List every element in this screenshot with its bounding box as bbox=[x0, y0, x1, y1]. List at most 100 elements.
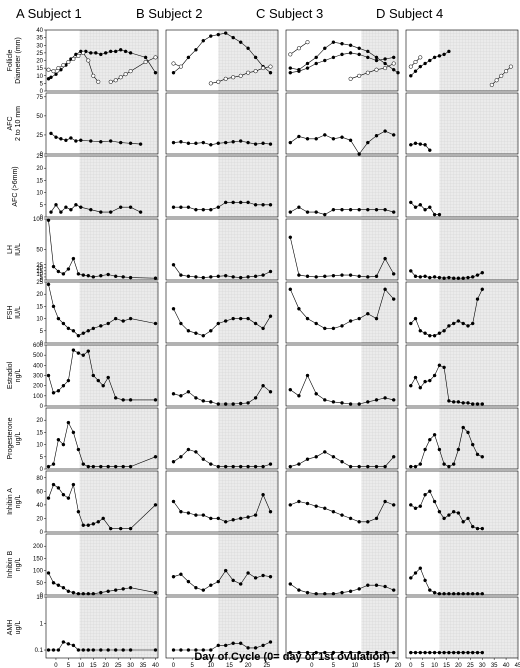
data-point bbox=[442, 52, 446, 57]
data-point bbox=[447, 49, 451, 54]
data-point bbox=[423, 379, 427, 384]
data-point bbox=[186, 274, 191, 279]
data-point bbox=[374, 133, 379, 138]
y-tick-label: 15 bbox=[36, 66, 43, 72]
data-point bbox=[508, 64, 513, 69]
shaded-region bbox=[218, 219, 278, 280]
shaded-region bbox=[439, 408, 518, 469]
x-tick-label: 5 bbox=[421, 663, 425, 668]
data-point bbox=[357, 46, 361, 51]
y-tick-label: 50 bbox=[36, 581, 43, 587]
data-point bbox=[231, 464, 235, 469]
data-point bbox=[437, 509, 442, 514]
data-point bbox=[437, 592, 442, 596]
data-point bbox=[81, 273, 86, 277]
data-point bbox=[171, 70, 176, 75]
data-point bbox=[456, 400, 461, 404]
x-tick-label: 20 bbox=[102, 663, 109, 668]
data-point bbox=[108, 139, 113, 143]
data-point bbox=[432, 333, 437, 338]
data-point bbox=[128, 585, 133, 590]
data-point bbox=[209, 462, 213, 466]
data-point bbox=[268, 509, 273, 514]
data-point bbox=[340, 135, 344, 139]
x-tick-label: 15 bbox=[90, 663, 97, 668]
subject-headers: A Subject 1 B Subject 2 C Subject 3 D Subje… bbox=[16, 6, 443, 21]
series-line bbox=[410, 490, 483, 529]
data-point bbox=[418, 55, 423, 60]
panel-s2-r5 bbox=[165, 281, 279, 344]
y-tick-label: 500 bbox=[33, 353, 44, 359]
data-point bbox=[106, 648, 110, 652]
data-point bbox=[383, 57, 387, 61]
data-point bbox=[261, 383, 265, 388]
series-line bbox=[410, 289, 483, 337]
data-point bbox=[261, 203, 265, 207]
panel-s4-r6 bbox=[405, 344, 519, 407]
data-point bbox=[223, 200, 228, 205]
data-point bbox=[494, 78, 499, 83]
data-point bbox=[194, 396, 198, 400]
data-point bbox=[238, 275, 243, 280]
panel-s4-r5 bbox=[405, 281, 519, 344]
data-point bbox=[268, 390, 273, 394]
data-point bbox=[305, 61, 310, 66]
data-point bbox=[391, 297, 396, 301]
panel-frame bbox=[165, 407, 279, 470]
data-point bbox=[374, 516, 379, 521]
data-point bbox=[442, 329, 446, 333]
data-point bbox=[423, 274, 427, 279]
data-point bbox=[331, 137, 336, 141]
data-point bbox=[113, 316, 118, 321]
data-point bbox=[461, 650, 465, 655]
data-point bbox=[194, 585, 198, 590]
data-point bbox=[475, 297, 480, 301]
data-point bbox=[216, 579, 221, 584]
data-point bbox=[305, 274, 310, 279]
y-tick-label: 150 bbox=[33, 556, 44, 562]
data-point bbox=[374, 650, 379, 655]
data-point bbox=[374, 464, 379, 469]
panel-s2-r2 bbox=[165, 92, 279, 155]
panel-frame bbox=[285, 155, 399, 218]
data-point bbox=[466, 324, 470, 328]
data-point bbox=[71, 348, 76, 352]
shaded-region bbox=[218, 156, 278, 217]
data-point bbox=[96, 520, 101, 524]
data-point bbox=[201, 399, 206, 403]
data-point bbox=[201, 275, 206, 280]
y-tick-label: 200 bbox=[33, 384, 44, 390]
data-point bbox=[314, 321, 318, 326]
series-line bbox=[410, 426, 483, 467]
data-point bbox=[231, 402, 235, 406]
data-point bbox=[297, 499, 301, 504]
data-point bbox=[432, 650, 437, 655]
data-point bbox=[51, 304, 56, 309]
data-point bbox=[56, 437, 61, 442]
data-point bbox=[366, 650, 370, 655]
data-point bbox=[323, 133, 327, 137]
data-point bbox=[128, 526, 133, 531]
y-tick-label: 0 bbox=[40, 278, 44, 284]
shaded-region bbox=[79, 534, 158, 595]
shaded-region bbox=[439, 282, 518, 343]
data-point bbox=[314, 55, 318, 60]
data-point bbox=[461, 276, 465, 280]
x-tick-label: 25 bbox=[263, 663, 270, 668]
data-point bbox=[99, 52, 103, 57]
data-point bbox=[418, 203, 423, 207]
data-point bbox=[59, 210, 63, 214]
data-point bbox=[374, 316, 379, 321]
data-point bbox=[432, 373, 437, 378]
data-point bbox=[238, 582, 243, 586]
data-point bbox=[340, 459, 344, 464]
data-point bbox=[340, 590, 344, 595]
y-tick-label: 5 bbox=[40, 81, 44, 87]
y-tick-label: 100 bbox=[33, 217, 44, 223]
y-tick-label: 0 bbox=[40, 341, 44, 347]
data-point bbox=[261, 464, 265, 469]
shaded-region bbox=[79, 345, 158, 406]
data-point bbox=[66, 59, 71, 65]
series-line bbox=[48, 483, 156, 529]
data-point bbox=[408, 64, 413, 69]
